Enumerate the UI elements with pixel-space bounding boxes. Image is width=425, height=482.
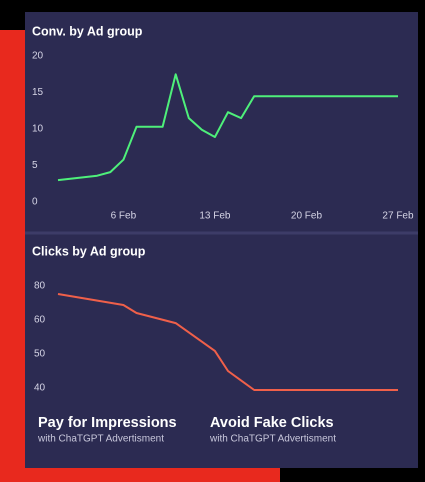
y-tick-label: 10: [32, 124, 44, 135]
y-tick-label: 50: [34, 349, 46, 360]
x-tick-label: 27 Feb: [382, 211, 414, 222]
data-line: [57, 73, 398, 182]
x-tick-label: 20 Feb: [291, 211, 323, 222]
data-line: [57, 293, 398, 391]
red-strip-bottom: [0, 468, 280, 482]
y-tick-label: 15: [32, 87, 44, 98]
y-tick-label: 80: [34, 281, 46, 292]
feature-subtitle: with ChaTGPT Advertisment: [37, 434, 164, 445]
red-strip: [0, 30, 25, 482]
y-tick-label: 20: [32, 51, 44, 62]
panel: [25, 12, 418, 468]
feature-title: Pay for Impressions: [38, 415, 177, 431]
feature-title: Avoid Fake Clicks: [210, 415, 334, 431]
y-tick-label: 0: [32, 197, 38, 208]
y-tick-label: 40: [34, 383, 46, 394]
chart-title: Clicks by Ad group: [32, 244, 146, 258]
y-tick-label: 60: [34, 315, 46, 326]
y-tick-label: 5: [32, 160, 38, 171]
x-tick-label: 13 Feb: [199, 211, 231, 222]
chart-title: Conv. by Ad group: [32, 24, 143, 38]
x-tick-label: 6 Feb: [111, 211, 137, 222]
feature-subtitle: with ChaTGPT Advertisment: [209, 434, 336, 445]
